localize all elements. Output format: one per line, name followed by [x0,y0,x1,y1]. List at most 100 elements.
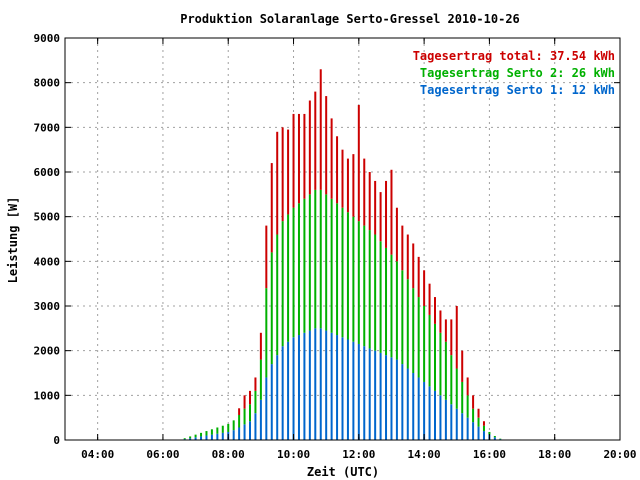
bar [205,435,208,440]
chart-title: Produktion Solaranlage Serto-Gressel 201… [180,12,520,26]
bar [379,352,382,440]
bar [461,381,464,414]
bar [325,330,328,440]
bar [297,113,300,204]
bar [346,212,349,340]
bar [363,346,366,440]
bar [336,136,339,204]
bar [357,221,360,344]
bar [287,129,290,215]
bar [482,425,485,432]
bar [417,297,420,378]
bar [314,91,317,190]
x-tick-label: 20:00 [603,448,636,461]
bar [336,335,339,440]
bar [461,413,464,440]
bar [281,221,284,347]
legend-entry: Tagesertrag Serto 1: 12 kWh [420,83,615,97]
bar [455,306,458,369]
bar [385,355,388,440]
bar [390,254,393,358]
bar [314,189,317,329]
bar [314,328,317,440]
bar [265,377,268,440]
bar [308,330,311,440]
bar [461,350,464,382]
bar [385,180,388,248]
bar [352,341,355,440]
bar [243,408,246,425]
bar [477,408,480,418]
bar [194,434,197,438]
bar [270,364,273,440]
bar [276,131,279,235]
bars [183,69,502,440]
bar [466,377,469,396]
bar [330,332,333,440]
bar [238,408,241,415]
y-tick-label: 9000 [34,32,61,45]
bar [455,408,458,440]
bar [259,359,262,400]
bar [352,216,355,342]
bar [330,118,333,199]
y-tick-label: 5000 [34,211,61,224]
bar [292,207,295,338]
x-tick-label: 14:00 [408,448,441,461]
bar [401,364,404,440]
bar [238,427,241,440]
bar [341,337,344,440]
bar [216,433,219,440]
y-tick-label: 0 [53,434,60,447]
bar [472,422,475,440]
bar [194,437,197,440]
bar [412,243,415,289]
bar [221,425,224,433]
x-tick-label: 10:00 [277,448,310,461]
bar-series-1 [183,189,502,440]
bar [466,395,469,418]
bar [434,390,436,440]
bar [259,332,262,360]
bar [249,390,251,405]
bar [259,399,262,440]
bar [477,417,480,427]
bar [276,234,279,356]
bar [287,214,290,342]
bar [303,198,306,333]
bar [357,105,360,222]
bar [368,230,371,349]
bar [346,158,349,213]
bar [450,319,453,356]
bar [232,430,235,440]
bar [303,332,306,440]
bar [395,261,398,360]
bar [444,341,447,400]
bar [325,96,328,195]
bar [308,100,311,195]
bar [450,404,453,440]
bar [265,288,268,378]
bar [319,189,322,329]
bar [368,172,371,231]
plot-frame [64,37,621,441]
bar [200,432,203,437]
bar [401,270,404,365]
bar [444,319,447,342]
bar [297,203,300,336]
bar [336,203,339,336]
bar [406,279,409,369]
y-axis-label: Leistung [W] [6,197,20,284]
bar [254,413,257,440]
bar [308,194,311,331]
bar [395,359,398,440]
bar [292,113,295,208]
x-tick-label: 12:00 [342,448,375,461]
bar-series-0 [183,328,502,440]
bar [390,357,393,440]
bar [341,149,344,208]
bar [210,429,213,435]
bar [439,332,442,396]
bar [428,386,431,440]
bar [374,350,377,440]
